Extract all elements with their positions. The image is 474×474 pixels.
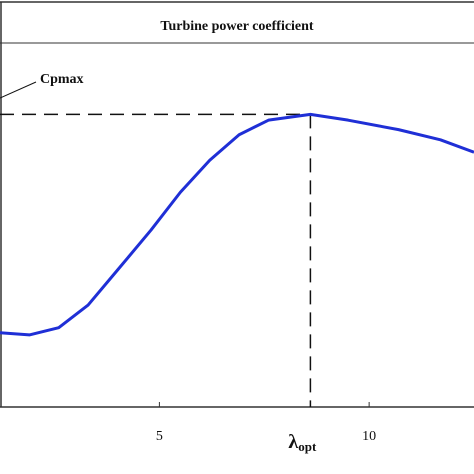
peak-x-sub: opt: [298, 439, 317, 454]
x-tick-label: 10: [362, 429, 376, 444]
peak-x-symbol: λ: [288, 431, 298, 453]
chart-title: Turbine power coefficient: [160, 19, 314, 34]
x-tick-label: 5: [156, 429, 163, 444]
peak-label: Cpmax: [40, 72, 84, 87]
peak-arrow: [0, 81, 37, 99]
line-series: [0, 112, 474, 337]
peak-x-label: λopt: [288, 431, 317, 454]
